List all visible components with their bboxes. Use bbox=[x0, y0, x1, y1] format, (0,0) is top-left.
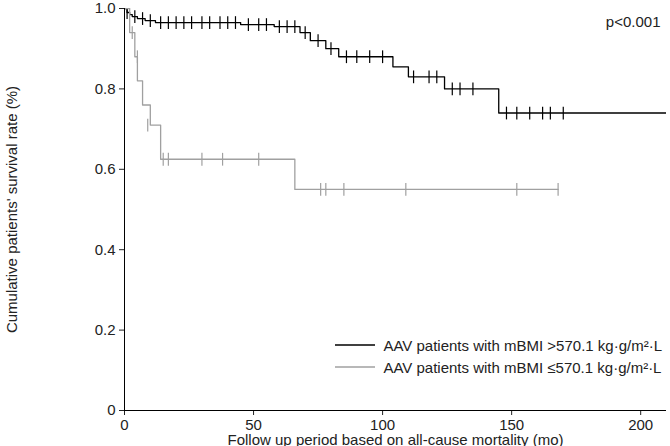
html-text:AAV patients with mBMI ≤570.1: AAV patients with mBMI ≤570.1 kg·g/m²·L bbox=[383, 358, 662, 376]
svg-text:0: 0 bbox=[120, 416, 128, 433]
svg-text:0: 0 bbox=[107, 401, 115, 418]
svg-text:0.6: 0.6 bbox=[95, 160, 116, 177]
svg-text:p<0.001: p<0.001 bbox=[606, 13, 661, 30]
svg-text:Cumulative patients' survival: Cumulative patients' survival rate (%) bbox=[3, 86, 20, 333]
svg-text:0.2: 0.2 bbox=[95, 321, 116, 338]
svg-text:0.4: 0.4 bbox=[95, 241, 116, 258]
svg-text:0.8: 0.8 bbox=[95, 80, 116, 97]
svg-text:150: 150 bbox=[499, 416, 525, 434]
svg-text:1.0: 1.0 bbox=[95, 0, 116, 16]
svg-text:50: 50 bbox=[245, 416, 262, 434]
html-text:AAV patients with mBMI >570.1: AAV patients with mBMI >570.1 kg·g/m²·L bbox=[383, 336, 662, 354]
svg-text:100: 100 bbox=[370, 416, 396, 434]
svg-text:Follow up period based on all-: Follow up period based on all-cause mort… bbox=[228, 431, 564, 446]
svg-text:200: 200 bbox=[628, 416, 653, 433]
